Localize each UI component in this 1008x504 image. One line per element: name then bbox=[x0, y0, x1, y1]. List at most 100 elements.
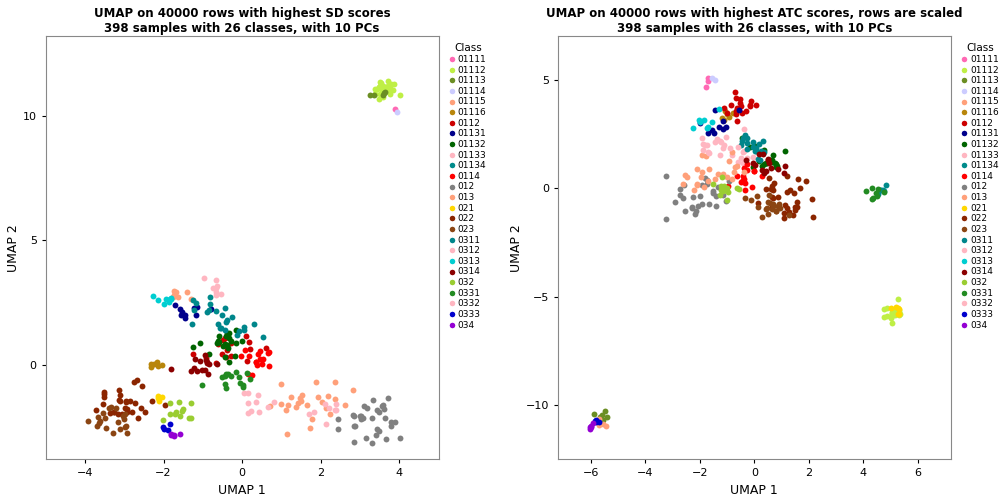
Point bbox=[737, 195, 753, 203]
Point bbox=[290, 399, 306, 407]
Point bbox=[707, 174, 723, 182]
Point bbox=[383, 422, 399, 430]
Point bbox=[293, 397, 309, 405]
Point bbox=[389, 108, 405, 116]
Point bbox=[183, 321, 200, 329]
Point bbox=[780, 211, 796, 219]
Point bbox=[765, 194, 781, 202]
Point bbox=[736, 148, 752, 156]
Point bbox=[187, 355, 204, 363]
Point bbox=[591, 416, 607, 424]
Point bbox=[197, 366, 213, 374]
Point bbox=[218, 319, 234, 327]
Point bbox=[200, 370, 216, 379]
Point bbox=[726, 168, 742, 176]
Point bbox=[779, 204, 795, 212]
Point bbox=[218, 304, 234, 312]
Point bbox=[701, 149, 717, 157]
Point bbox=[891, 310, 907, 319]
Point bbox=[677, 208, 694, 216]
Point bbox=[380, 84, 396, 92]
Point bbox=[304, 415, 321, 423]
Point bbox=[786, 190, 802, 198]
Point bbox=[224, 313, 240, 322]
Point bbox=[883, 314, 899, 322]
Point bbox=[736, 168, 752, 176]
Point bbox=[375, 82, 391, 90]
Point bbox=[884, 308, 900, 316]
Point bbox=[174, 407, 191, 415]
Point bbox=[162, 295, 178, 303]
Point bbox=[208, 359, 224, 367]
X-axis label: UMAP 1: UMAP 1 bbox=[731, 484, 778, 497]
Point bbox=[223, 337, 239, 345]
Point bbox=[292, 394, 308, 402]
Point bbox=[223, 372, 239, 381]
Point bbox=[327, 406, 343, 414]
Point bbox=[183, 367, 200, 375]
Point bbox=[371, 427, 387, 435]
Point bbox=[320, 392, 336, 400]
Point bbox=[144, 397, 160, 405]
Point bbox=[764, 193, 780, 201]
Point bbox=[679, 173, 696, 181]
Point bbox=[392, 434, 408, 443]
Point bbox=[735, 134, 751, 142]
Point bbox=[215, 310, 231, 319]
Point bbox=[759, 204, 775, 212]
Point bbox=[88, 406, 104, 414]
Point bbox=[236, 390, 252, 398]
Point bbox=[210, 337, 226, 345]
Point bbox=[751, 141, 767, 149]
Point bbox=[699, 176, 715, 184]
Point bbox=[708, 76, 724, 84]
Point bbox=[751, 157, 767, 165]
Point bbox=[218, 353, 234, 361]
Point bbox=[329, 400, 345, 408]
Point bbox=[710, 136, 726, 144]
Point bbox=[219, 346, 235, 354]
Point bbox=[710, 170, 726, 178]
Point bbox=[760, 210, 776, 218]
Point bbox=[779, 187, 795, 196]
Point bbox=[205, 284, 221, 292]
Point bbox=[209, 360, 225, 368]
Point bbox=[149, 357, 165, 365]
Point bbox=[738, 156, 754, 164]
Point bbox=[595, 416, 611, 424]
Point bbox=[359, 404, 375, 412]
Point bbox=[756, 146, 772, 154]
Point bbox=[720, 188, 736, 196]
Point bbox=[217, 326, 233, 334]
Point bbox=[129, 376, 145, 385]
Point bbox=[746, 167, 762, 175]
Point bbox=[694, 200, 710, 208]
Point bbox=[761, 174, 777, 182]
Point bbox=[760, 156, 776, 164]
Point bbox=[101, 404, 117, 412]
Point bbox=[712, 151, 728, 159]
Point bbox=[386, 80, 402, 88]
Point bbox=[716, 104, 732, 112]
Point bbox=[594, 411, 610, 419]
Point bbox=[733, 95, 749, 103]
Point bbox=[176, 311, 193, 320]
Point bbox=[696, 140, 712, 148]
Point bbox=[891, 311, 907, 319]
Point bbox=[220, 344, 236, 352]
Point bbox=[787, 203, 803, 211]
Point bbox=[210, 339, 226, 347]
Point bbox=[742, 101, 758, 109]
Point bbox=[722, 113, 738, 121]
Point bbox=[700, 177, 716, 185]
Point bbox=[588, 417, 604, 425]
Point bbox=[706, 129, 722, 137]
Point bbox=[694, 180, 710, 188]
Point bbox=[117, 410, 133, 418]
Point bbox=[761, 159, 777, 167]
Point bbox=[719, 197, 735, 205]
Point bbox=[721, 157, 737, 165]
Point bbox=[318, 401, 334, 409]
Point bbox=[155, 416, 171, 424]
Point bbox=[765, 202, 781, 210]
